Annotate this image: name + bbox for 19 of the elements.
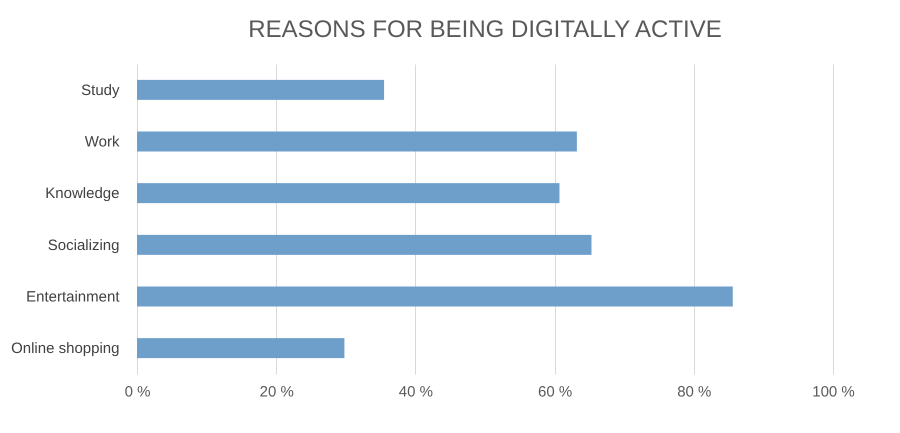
x-tick-label: 80 % — [677, 384, 712, 400]
y-tick-label: Socializing — [48, 236, 120, 254]
x-tick-label: 100 % — [812, 384, 855, 400]
x-tick-label: 0 % — [124, 384, 150, 400]
bar — [137, 338, 344, 358]
bar — [137, 286, 733, 306]
x-tick-label: 40 % — [398, 384, 433, 400]
x-tick-label: 20 % — [260, 384, 294, 400]
bar — [137, 234, 592, 255]
y-tick-label: Work — [84, 134, 120, 150]
y-tick-label: Study — [81, 82, 120, 99]
y-tick-label: Entertainment — [26, 288, 120, 306]
bar — [137, 183, 560, 204]
y-tick-label: Knowledge — [45, 185, 120, 202]
y-tick-label: Online shopping — [11, 340, 120, 358]
bar — [137, 80, 384, 100]
x-tick-label: 60 % — [538, 384, 572, 400]
chart-title: REASONS FOR BEING DIGITALLY ACTIVE — [248, 16, 722, 43]
bar — [137, 132, 577, 152]
